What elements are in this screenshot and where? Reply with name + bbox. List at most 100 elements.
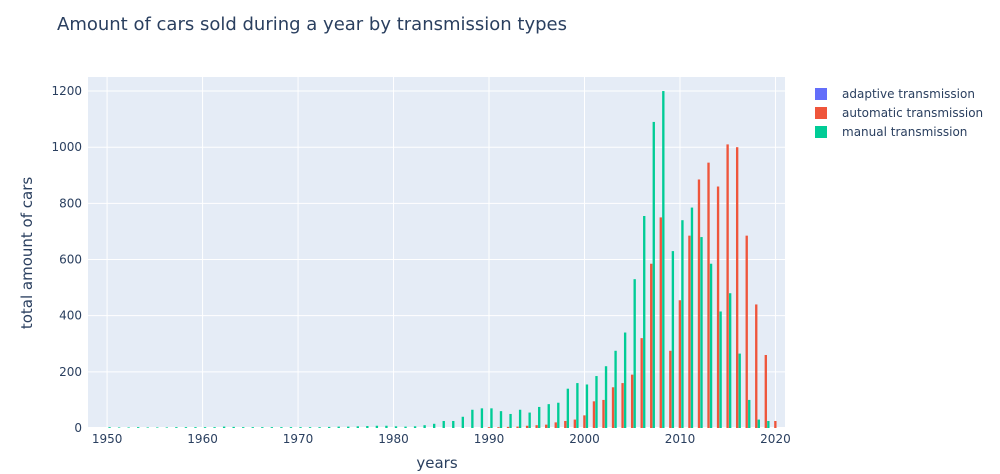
bar-manual-1984 [433, 423, 436, 428]
bar-manual-1968 [280, 427, 283, 428]
bar-manual-2003 [614, 350, 617, 428]
bar-manual-1978 [375, 425, 379, 428]
bar-automatic-2010 [678, 300, 682, 428]
legend: adaptive transmission automatic transmis… [815, 87, 983, 139]
bar-manual-1983 [423, 425, 426, 428]
bar-manual-1971 [308, 427, 312, 428]
bar-manual-2011 [690, 207, 694, 428]
bar-automatic-2006 [640, 338, 643, 428]
bar-automatic-2007 [650, 263, 653, 428]
bar-manual-2008 [662, 91, 665, 428]
bar-manual-1974 [337, 426, 340, 428]
x-axis-title: years [416, 454, 457, 472]
bar-manual-1985 [442, 420, 445, 428]
bar-automatic-1995 [535, 425, 538, 428]
bar-manual-2005 [633, 279, 636, 428]
bar-manual-1954 [146, 427, 149, 428]
bar-manual-2014 [719, 311, 722, 428]
bar-manual-1970 [299, 427, 302, 428]
bar-manual-1980 [394, 426, 398, 428]
bar-manual-1964 [242, 427, 245, 428]
bar-automatic-2009 [669, 350, 672, 428]
bar-automatic-2001 [592, 401, 596, 428]
bar-manual-1963 [232, 426, 235, 428]
bar-automatic-1994 [525, 425, 529, 428]
bar-manual-1999 [576, 383, 579, 428]
y-tick-label: 1000 [51, 140, 82, 154]
bar-automatic-2018 [755, 304, 758, 428]
bar-manual-2018 [757, 419, 760, 428]
bar-automatic-1991 [497, 427, 500, 428]
legend-item-automatic[interactable]: automatic transmission [815, 106, 983, 120]
legend-label-manual: manual transmission [842, 125, 967, 139]
bar-manual-1986 [452, 420, 455, 428]
bar-manual-1952 [127, 427, 130, 428]
bar-manual-1969 [289, 427, 293, 428]
y-tick-label: 0 [74, 421, 82, 435]
y-tick-labels: 0 200 400 600 800 1000 1200 [51, 84, 82, 435]
bar-manual-1959 [194, 427, 197, 428]
bar-manual-1995 [538, 406, 541, 428]
bar-manual-1965 [251, 427, 254, 428]
bar-manual-1989 [480, 408, 484, 428]
bar-manual-1996 [547, 404, 550, 428]
bar-manual-2013 [709, 263, 713, 428]
bar-manual-1973 [327, 426, 331, 428]
bar-automatic-2012 [697, 179, 701, 428]
bar-manual-2007 [652, 121, 655, 429]
x-tick-label: 1960 [187, 432, 218, 446]
bar-automatic-1996 [545, 424, 548, 428]
bar-manual-1962 [222, 426, 226, 428]
legend-item-manual[interactable]: manual transmission [815, 125, 967, 139]
y-axis-title: total amount of cars [18, 177, 36, 330]
y-tick-label: 400 [59, 309, 82, 323]
bar-automatic-2003 [611, 387, 615, 428]
bar-automatic-2000 [583, 415, 586, 428]
y-tick-label: 200 [59, 365, 82, 379]
bar-automatic-2017 [745, 235, 748, 428]
bar-automatic-2016 [735, 147, 739, 428]
bar-manual-2006 [643, 216, 646, 428]
bar-manual-2012 [700, 237, 703, 428]
x-tick-label: 2020 [760, 432, 791, 446]
bar-manual-2010 [681, 220, 684, 428]
legend-swatch-manual [815, 126, 827, 138]
bar-automatic-1997 [554, 422, 557, 428]
x-tick-label: 2010 [665, 432, 696, 446]
bar-automatic-1993 [516, 426, 519, 428]
bar-manual-1957 [175, 427, 178, 428]
bar-manual-1950 [108, 427, 111, 428]
bar-manual-2015 [728, 293, 732, 428]
legend-swatch-adaptive [815, 88, 827, 100]
bar-manual-1991 [499, 411, 503, 428]
legend-swatch-automatic [815, 107, 827, 119]
bar-manual-2017 [748, 399, 751, 428]
bar-manual-1981 [404, 426, 407, 428]
bar-automatic-2005 [630, 374, 634, 428]
bar-automatic-2011 [688, 235, 691, 428]
bar-automatic-2015 [726, 144, 729, 428]
bar-manual-1993 [518, 409, 522, 428]
bar-manual-2016 [738, 353, 741, 428]
bar-manual-2004 [623, 332, 627, 428]
bar-automatic-2004 [621, 383, 624, 428]
bar-manual-1975 [347, 426, 350, 428]
bar-automatic-1992 [506, 426, 510, 428]
bar-automatic-1990 [487, 427, 491, 428]
x-tick-labels: 1950 1960 1970 1980 1990 2000 2010 2020 [92, 432, 791, 446]
bar-manual-1994 [528, 412, 531, 428]
bar-automatic-1999 [573, 419, 577, 428]
bar-manual-1955 [156, 427, 159, 428]
bar-manual-1966 [261, 427, 264, 428]
bar-automatic-2013 [707, 162, 710, 428]
x-tick-label: 2000 [569, 432, 600, 446]
bar-manual-1951 [117, 427, 121, 428]
legend-item-adaptive[interactable]: adaptive transmission [815, 87, 975, 101]
y-tick-label: 800 [59, 196, 82, 210]
bar-automatic-2008 [659, 217, 662, 428]
y-tick-label: 1200 [51, 84, 82, 98]
bar-manual-1953 [137, 427, 140, 428]
bar-manual-1987 [461, 416, 464, 428]
bar-manual-1960 [203, 427, 207, 428]
